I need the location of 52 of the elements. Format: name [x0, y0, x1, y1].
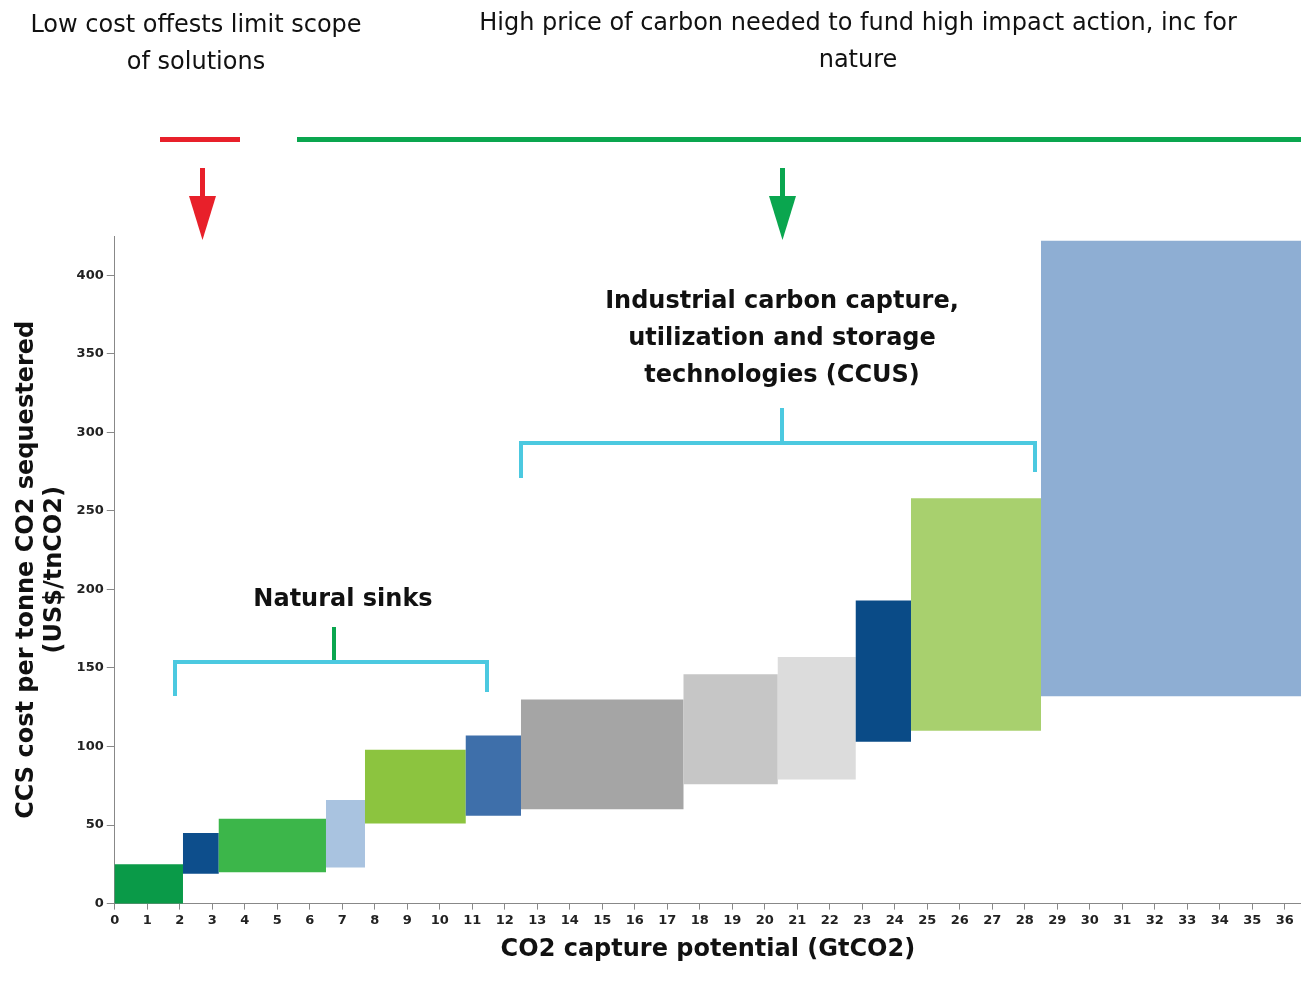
x-tick-label: 32 [1145, 911, 1164, 927]
y-tick-label: 0 [94, 894, 104, 910]
y-tick-label: 300 [76, 423, 104, 439]
x-tick-label: 12 [495, 911, 514, 927]
y-tick-label: 350 [76, 345, 104, 361]
x-tick-label: 29 [1048, 911, 1067, 927]
x-tick-label: 3 [207, 911, 217, 927]
text: Low cost offests limit scope of solutions [29, 9, 363, 77]
annotation: Industrial carbon capture, utilization and storage technologies (CCUS) [604, 285, 960, 390]
x-tick-label: 27 [983, 911, 1002, 927]
x-tick-label: 2 [175, 911, 185, 927]
x-tick-label: 36 [1275, 911, 1294, 927]
x-tick-label: 4 [240, 911, 250, 927]
x-tick-label: 31 [1113, 911, 1132, 927]
x-tick-label: 7 [337, 911, 347, 927]
x-tick-label: 28 [1015, 911, 1034, 927]
y-axis-title: CCS cost per tonne CO2 sequestered (US$/tnCO2) [10, 320, 68, 819]
y-tick-label: 200 [76, 580, 104, 596]
x-tick-label: 30 [1080, 911, 1099, 927]
x-tick-label: 5 [272, 911, 282, 927]
x-tick-label: 18 [690, 911, 709, 927]
x-tick-label: 35 [1243, 911, 1262, 927]
x-tick-label: 20 [755, 911, 774, 927]
x-tick-label: 0 [110, 911, 120, 927]
x-tick-label: 16 [625, 911, 644, 927]
y-tick-label: 50 [85, 816, 104, 832]
x-tick-label: 14 [560, 911, 579, 927]
x-tick-label: 9 [402, 911, 412, 927]
x-tick-label: 11 [463, 911, 482, 927]
x-tick-label: 34 [1210, 911, 1229, 927]
x-tick-label: 26 [950, 911, 969, 927]
x-tick-label: 24 [885, 911, 904, 927]
x-tick-label: 8 [370, 911, 380, 927]
x-tick-label: 19 [723, 911, 742, 927]
x-tick-label: 21 [788, 911, 807, 927]
text: High price of carbon needed to fund high impact action, inc for nature [478, 7, 1238, 75]
x-axis-title: CO2 capture potential (GtCO2) [500, 933, 916, 962]
y-tick-label: 100 [76, 737, 104, 753]
x-tick-label: 15 [593, 911, 612, 927]
x-tick-label: 10 [430, 911, 449, 927]
y-tick-label: 400 [76, 266, 104, 282]
x-tick-label: 25 [918, 911, 937, 927]
y-tick-label: 250 [76, 502, 104, 518]
x-tick-label: 17 [658, 911, 677, 927]
x-tick-label: 1 [142, 911, 152, 927]
x-tick-label: 13 [528, 911, 547, 927]
y-tick-label: 150 [76, 659, 104, 675]
x-tick-label: 6 [305, 911, 315, 927]
x-tick-label: 22 [820, 911, 839, 927]
x-tick-label: 33 [1178, 911, 1197, 927]
annotation: Natural sinks [252, 583, 434, 614]
x-tick-label: 23 [853, 911, 872, 927]
